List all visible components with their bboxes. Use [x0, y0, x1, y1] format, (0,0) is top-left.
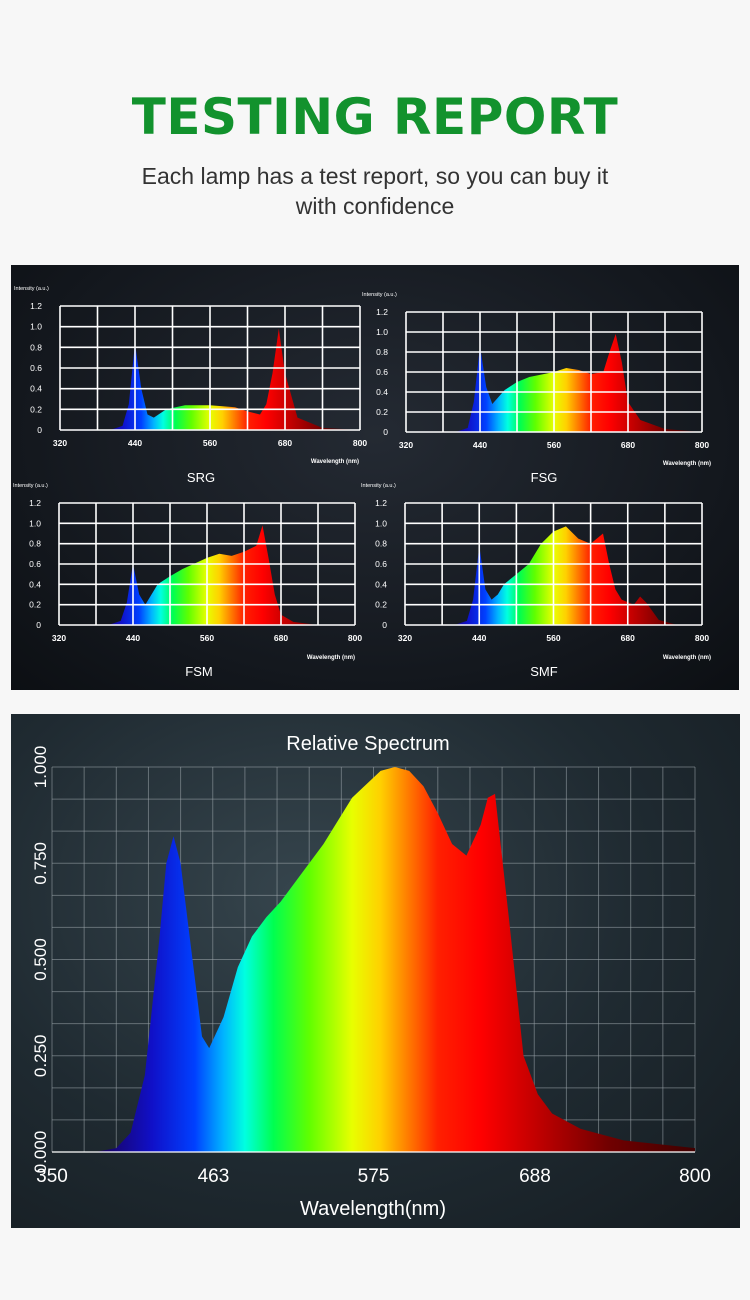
y-tick-label: 0.500: [31, 938, 50, 981]
chart-title: Relative Spectrum: [286, 733, 449, 755]
x-tick-label: 800: [695, 440, 709, 450]
x-tick-label: 560: [200, 633, 214, 643]
y-tick-label: 1.2: [375, 498, 387, 508]
x-tick-label: 350: [36, 1166, 68, 1187]
relative-spectrum-chart: Relative Spectrum 350 463 575 688 800 0.000 0.2…: [31, 733, 711, 1220]
x-tick-label: 688: [519, 1166, 551, 1187]
y-tick-label: 1.2: [29, 498, 41, 508]
y-tick-label: 1.0: [30, 322, 42, 332]
y-tick-label: 0.2: [376, 407, 388, 417]
x-tick-label: 680: [274, 633, 288, 643]
y-tick-label: 0.2: [375, 600, 387, 610]
subtitle-line-1: Each lamp has a test report, so you can …: [141, 163, 609, 189]
relative-spectrum-plot: Relative Spectrum 350 463 575 688 800 0.000 0.2…: [31, 733, 711, 1220]
y-axis-label: Intensity (a.u.): [361, 483, 396, 489]
x-axis-label: Wavelength (nm): [307, 655, 355, 661]
four-spectrum-charts: 0 0.2 0.4 0.6 0.8 1.0 1.2 320 440 560 680 800 Intens…: [13, 286, 711, 679]
y-tick-label: 0.8: [375, 539, 387, 549]
y-tick-label: 0.8: [30, 342, 42, 352]
spectrum-grid-panel: 0 0.2 0.4 0.6 0.8 1.0 1.2 320 440 560 680 800 Intens…: [11, 265, 739, 690]
subtitle-line-2: with confidence: [295, 193, 455, 219]
y-tick-label: 0: [37, 425, 42, 435]
x-tick-label: 320: [399, 440, 413, 450]
page-subtitle: Each lamp has a test report, so you can …: [100, 161, 650, 221]
y-tick-label: 0.4: [376, 387, 388, 397]
chart-title: SMF: [530, 664, 558, 679]
x-tick-label: 800: [348, 633, 362, 643]
y-tick-label: 0.6: [376, 367, 388, 377]
x-tick-label: 800: [679, 1166, 711, 1187]
x-axis-label: Wavelength (nm): [311, 459, 359, 465]
y-tick-label: 0.250: [31, 1035, 50, 1078]
y-tick-label: 0.6: [29, 559, 41, 569]
x-tick-label: 440: [472, 633, 486, 643]
y-tick-label: 0.2: [30, 404, 42, 414]
y-axis-label: Intensity (a.u.): [13, 483, 48, 489]
x-tick-label: 680: [278, 438, 292, 448]
chart-title: FSM: [185, 664, 212, 679]
x-tick-label: 463: [198, 1166, 230, 1187]
x-tick-label: 560: [546, 633, 560, 643]
x-tick-label: 680: [621, 633, 635, 643]
y-tick-label: 0.2: [29, 600, 41, 610]
y-tick-label: 0.4: [29, 579, 41, 589]
x-tick-label: 440: [126, 633, 140, 643]
relative-spectrum-panel: Relative Spectrum 350 463 575 688 800 0.000 0.2…: [11, 714, 740, 1228]
x-tick-label: 440: [128, 438, 142, 448]
y-tick-label: 0.6: [30, 363, 42, 373]
y-tick-label: 0.6: [375, 559, 387, 569]
y-tick-label: 0: [382, 620, 387, 630]
x-tick-label: 560: [203, 438, 217, 448]
x-tick-label: 440: [473, 440, 487, 450]
spectrum-chart-srg: 0 0.2 0.4 0.6 0.8 1.0 1.2 320 440 560 680 800 Intens…: [14, 286, 367, 485]
y-tick-label: 1.0: [375, 518, 387, 528]
y-tick-label: 0.750: [31, 842, 50, 885]
y-axis-label: Intensity (a.u.): [14, 286, 49, 292]
x-tick-label: 575: [358, 1166, 390, 1187]
x-axis-label: Wavelength (nm): [663, 655, 711, 661]
x-tick-label: 320: [53, 438, 67, 448]
page-title: TESTING REPORT: [131, 88, 619, 146]
x-tick-label: 560: [547, 440, 561, 450]
y-tick-label: 1.000: [31, 746, 50, 789]
y-tick-label: 0.4: [375, 579, 387, 589]
x-tick-label: 800: [695, 633, 709, 643]
x-tick-label: 800: [353, 438, 367, 448]
y-tick-label: 1.2: [376, 307, 388, 317]
y-tick-label: 1.2: [30, 301, 42, 311]
y-tick-label: 0.4: [30, 384, 42, 394]
y-tick-label: 0.8: [29, 539, 41, 549]
y-tick-label: 0: [383, 427, 388, 437]
spectrum-area: [52, 767, 695, 1152]
spectrum-chart-fsg: 0 0.2 0.4 0.6 0.8 1.0 1.2 320 440 560 680 800 Intens…: [362, 292, 711, 485]
x-tick-label: 320: [52, 633, 66, 643]
y-tick-label: 0: [36, 620, 41, 630]
chart-title: FSG: [531, 470, 558, 485]
y-tick-label: 1.0: [29, 518, 41, 528]
x-axis-label: Wavelength(nm): [300, 1198, 446, 1220]
y-tick-label: 0.000: [31, 1131, 50, 1174]
y-tick-label: 0.8: [376, 347, 388, 357]
y-tick-label: 1.0: [376, 327, 388, 337]
chart-title: SRG: [187, 470, 215, 485]
x-axis-label: Wavelength (nm): [663, 461, 711, 467]
spectrum-chart-fsm: 0 0.2 0.4 0.6 0.8 1.0 1.2 320 440 560 680 800 Intens…: [13, 483, 362, 679]
y-axis-label: Intensity (a.u.): [362, 292, 397, 298]
spectrum-chart-smf: 0 0.2 0.4 0.6 0.8 1.0 1.2 320 440 560 680 800 Intens…: [361, 483, 711, 679]
x-tick-label: 320: [398, 633, 412, 643]
x-tick-label: 680: [621, 440, 635, 450]
